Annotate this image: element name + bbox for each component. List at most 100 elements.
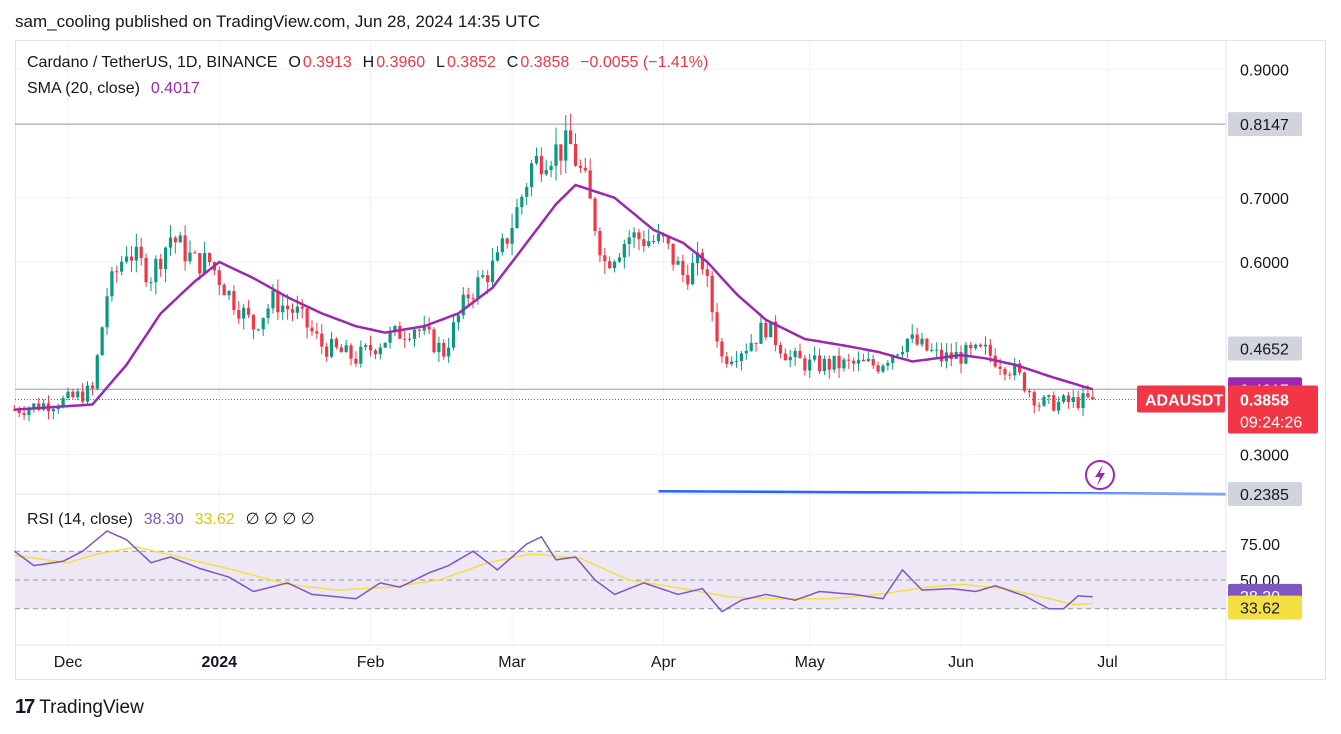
chart-frame xyxy=(15,40,1326,680)
candle-body xyxy=(1091,396,1095,400)
candle-body xyxy=(188,252,192,262)
candle-body xyxy=(437,342,441,353)
candle-body xyxy=(378,347,382,355)
candle-body xyxy=(95,355,99,389)
candle-body xyxy=(569,130,573,144)
candle-body xyxy=(159,258,163,270)
candle-body xyxy=(12,409,16,411)
candle-body xyxy=(1022,372,1027,391)
symbol-tag: ADAUSDT xyxy=(1145,393,1223,410)
candle-body xyxy=(198,253,202,274)
alert-icon[interactable] xyxy=(1085,460,1115,490)
candle-body xyxy=(891,355,895,363)
candle-body xyxy=(822,358,826,372)
candle-body xyxy=(105,296,109,328)
candle-body xyxy=(573,143,578,166)
candle-body xyxy=(81,391,85,402)
candle-body xyxy=(876,365,880,372)
candle-body xyxy=(774,321,778,345)
candle-body xyxy=(593,198,597,232)
candle-body xyxy=(813,355,817,360)
candle-body xyxy=(368,345,373,351)
candle-body xyxy=(978,344,983,347)
candle-body xyxy=(520,196,524,208)
candle-body xyxy=(76,391,80,398)
candle-body xyxy=(720,341,724,357)
rsi-label: RSI (14, close) xyxy=(27,511,133,528)
candle-body xyxy=(383,342,387,348)
candle-body xyxy=(754,342,758,344)
l-value: 0.3852 xyxy=(446,54,496,71)
time-axis[interactable]: Dec 2024 Feb Mar Apr May Jun Jul xyxy=(15,644,1226,671)
candle-body xyxy=(808,359,812,371)
candle-body xyxy=(983,344,988,347)
candle-body xyxy=(1037,405,1041,407)
candle-body xyxy=(364,345,368,347)
candle-body xyxy=(349,345,353,359)
candle-body xyxy=(251,314,256,330)
rsi-ma-value: 33.62 xyxy=(194,511,235,528)
candle-body xyxy=(271,290,275,309)
candle-body xyxy=(725,356,729,365)
rsi-legend[interactable]: RSI (14, close) 38.30 33.62 ∅ ∅ ∅ ∅ xyxy=(27,509,317,529)
time-tick-label: Dec xyxy=(54,654,82,671)
candle-body xyxy=(686,274,690,285)
candle-body xyxy=(642,239,646,247)
candle-body xyxy=(207,253,212,263)
candle-body xyxy=(315,331,319,334)
candle-body xyxy=(1066,395,1070,403)
rsi-tick-label: 75.00 xyxy=(1240,537,1280,554)
candle-body xyxy=(866,359,870,362)
candle-body xyxy=(476,277,480,299)
candle-body xyxy=(734,360,739,362)
candle-body xyxy=(398,326,402,339)
price-level-tag-bg xyxy=(1228,482,1302,507)
candle-body xyxy=(803,358,807,371)
candle-body xyxy=(471,298,475,300)
symbol-title[interactable]: Cardano / TetherUS, 1D, BINANCE xyxy=(27,54,278,71)
o-value: 0.3913 xyxy=(302,54,352,71)
candle-body xyxy=(17,409,21,414)
candle-body xyxy=(203,253,207,274)
candle-body xyxy=(1071,397,1075,403)
price-tick-label: 0.6000 xyxy=(1240,255,1289,272)
horizontal-lines[interactable] xyxy=(15,123,1226,390)
candle-body xyxy=(671,243,675,265)
last-price-tag: 0.3858 xyxy=(1240,393,1289,410)
candle-body xyxy=(627,237,631,244)
candle-body xyxy=(466,294,470,299)
candle-body xyxy=(486,275,490,283)
candle-body xyxy=(691,263,695,285)
candle-body xyxy=(588,170,592,199)
tradingview-logo[interactable]: 17 TradingView xyxy=(15,696,144,719)
price-axis[interactable]: 0.90000.70000.60000.30000.81470.46520.40… xyxy=(1137,41,1318,679)
candle-body xyxy=(256,329,260,331)
candle-body xyxy=(666,236,670,244)
candle-body xyxy=(559,144,563,161)
candle-body xyxy=(637,232,641,240)
candle-body xyxy=(237,310,241,319)
candle-body xyxy=(549,165,553,171)
price-tick-label: 0.9000 xyxy=(1240,62,1289,79)
candle-body xyxy=(276,290,280,313)
candle-body xyxy=(739,353,744,361)
candle-body xyxy=(266,308,270,318)
candle-body xyxy=(564,130,568,161)
candle-body xyxy=(417,329,421,331)
sma-legend[interactable]: SMA (20, close) 0.4017 xyxy=(27,80,202,98)
candle-body xyxy=(554,144,558,166)
candle-body xyxy=(290,309,295,313)
price-legend: Cardano / TetherUS, 1D, BINANCE O 0.3913 … xyxy=(27,54,710,72)
tradingview-brand: TradingView xyxy=(39,696,144,718)
candle-body xyxy=(300,306,304,309)
candle-body xyxy=(920,338,924,345)
candle-body xyxy=(178,235,182,243)
candle-body xyxy=(969,344,973,349)
candle-body xyxy=(793,350,797,358)
candle-body xyxy=(622,243,626,258)
candle-body xyxy=(412,329,417,339)
candle-body xyxy=(925,338,929,351)
candle-body xyxy=(168,237,173,248)
